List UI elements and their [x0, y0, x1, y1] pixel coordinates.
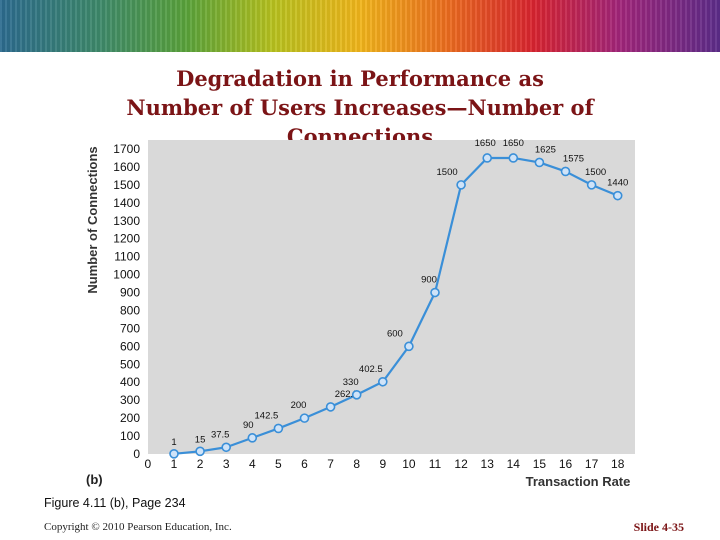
data-point	[247, 433, 258, 443]
y-tick-label: 1100	[114, 250, 140, 264]
data-label: 1650	[475, 138, 496, 149]
data-label: 142.5	[255, 410, 279, 421]
data-label: 1500	[437, 167, 458, 178]
data-point	[508, 153, 519, 163]
data-point	[482, 153, 493, 163]
y-tick-label: 0	[133, 447, 140, 461]
data-label: 1575	[563, 153, 584, 164]
y-tick-label: 100	[120, 429, 140, 443]
data-point	[325, 402, 336, 412]
x-axis-label: Transaction Rate	[526, 474, 631, 489]
data-label: 200	[291, 400, 307, 411]
x-tick-label: 16	[559, 457, 573, 471]
copyright-text: Copyright © 2010 Pearson Education, Inc.	[44, 521, 232, 533]
x-axis-ticks: 0 1 2 3 4 5 6 7 8 9 10 11 12 13 14 15 16 17 18	[145, 457, 625, 471]
data-label: 1625	[535, 144, 556, 155]
x-tick-label: 5	[275, 457, 282, 471]
data-label: 15	[195, 434, 206, 445]
y-tick-label: 300	[120, 393, 140, 407]
x-tick-label: 0	[145, 457, 152, 471]
y-tick-label: 1600	[113, 160, 140, 174]
data-point	[273, 423, 284, 434]
data-label: 262.5	[335, 389, 359, 400]
x-tick-label: 1	[171, 457, 178, 471]
data-point	[430, 287, 440, 298]
figure-caption: Figure 4.11 (b), Page 234	[44, 496, 186, 510]
y-tick-label: 900	[120, 286, 140, 300]
data-point	[221, 442, 231, 453]
decorative-banner	[0, 0, 720, 52]
slide-number: Slide 4-35	[633, 520, 684, 534]
data-label: 330	[343, 377, 359, 388]
x-tick-label: 15	[533, 457, 547, 471]
data-point	[560, 166, 571, 177]
slide-title-line-1: Degradation in Performance as	[176, 66, 544, 91]
y-tick-label: 1300	[113, 214, 140, 228]
data-point	[586, 180, 597, 190]
panel-label: (b)	[86, 472, 103, 487]
x-tick-label: 7	[327, 457, 334, 471]
x-tick-label: 13	[481, 457, 495, 471]
data-label: 600	[387, 328, 403, 339]
y-axis-label: Number of Connections	[85, 146, 100, 293]
data-label: 37.5	[211, 429, 230, 440]
y-tick-label: 600	[120, 339, 140, 353]
x-tick-label: 10	[402, 457, 416, 471]
x-tick-label: 8	[353, 457, 360, 471]
y-tick-label: 1500	[113, 178, 140, 192]
data-label: 900	[421, 275, 437, 286]
y-axis-ticks: 0 100 200 300 400 500 600 700 800 900 1000 1100 1200…	[113, 142, 140, 461]
x-tick-label: 4	[249, 457, 256, 471]
data-point	[612, 190, 623, 201]
y-tick-label: 400	[120, 375, 140, 389]
y-tick-label: 700	[120, 321, 140, 335]
x-tick-label: 11	[429, 457, 442, 471]
data-point	[169, 449, 179, 459]
data-point	[195, 446, 205, 457]
y-tick-label: 1700	[113, 142, 140, 156]
x-tick-label: 9	[379, 457, 386, 471]
data-point	[351, 389, 362, 400]
data-point	[534, 157, 545, 168]
data-label: 1650	[503, 138, 524, 149]
data-point	[456, 180, 466, 190]
x-tick-label: 18	[611, 457, 625, 471]
slide-title-line-2: Number of Users Increases—Number of	[126, 95, 594, 120]
data-label: 1	[171, 437, 176, 448]
data-point	[404, 341, 414, 352]
x-tick-label: 3	[223, 457, 230, 471]
data-label: 1500	[585, 167, 606, 178]
x-tick-label: 12	[454, 457, 468, 471]
x-tick-label: 17	[585, 457, 599, 471]
x-tick-label: 14	[507, 457, 521, 471]
data-label: 90	[243, 420, 254, 431]
y-tick-label: 1200	[113, 232, 140, 246]
data-label: 1440	[607, 178, 628, 189]
y-tick-label: 1400	[113, 196, 140, 210]
data-label: 402.5	[359, 364, 383, 375]
data-point	[377, 376, 388, 387]
x-tick-label: 2	[197, 457, 204, 471]
y-tick-label: 1000	[113, 268, 140, 282]
x-tick-label: 6	[301, 457, 308, 471]
plot-area	[148, 140, 635, 454]
y-tick-label: 200	[120, 411, 140, 425]
data-point	[299, 413, 310, 423]
y-tick-label: 500	[120, 357, 140, 371]
y-tick-label: 800	[120, 303, 140, 317]
